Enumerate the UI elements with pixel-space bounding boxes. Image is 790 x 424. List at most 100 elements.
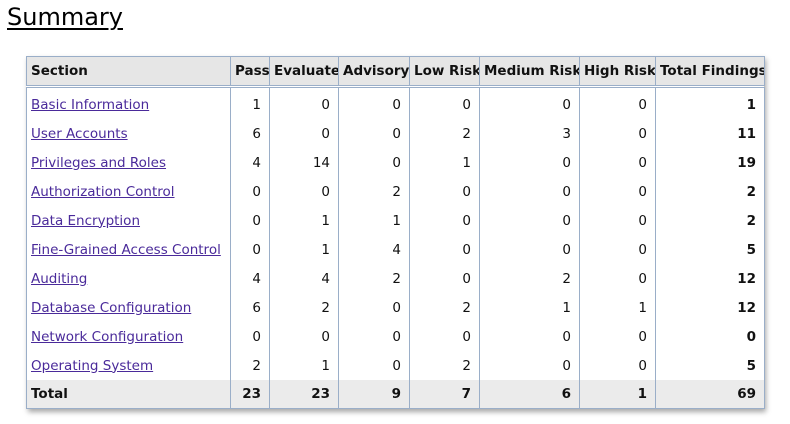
cell-high-risk: 0	[579, 177, 656, 206]
table-row: User Accounts 6 0 0 2 3 0 11	[26, 119, 765, 148]
cell-low-risk: 0	[409, 206, 480, 235]
cell-total-findings: 5	[655, 235, 765, 264]
section-link[interactable]: Privileges and Roles	[31, 154, 167, 171]
table-row: Authorization Control 0 0 2 0 0 0 2	[26, 177, 765, 206]
cell-medium-risk: 0	[479, 235, 580, 264]
cell-total-findings: 1	[655, 86, 765, 119]
cell-high-risk: 0	[579, 322, 656, 351]
cell-evaluate: 2	[269, 293, 339, 322]
cell-section: Database Configuration	[26, 293, 231, 322]
section-link[interactable]: Network Configuration	[31, 328, 184, 345]
cell-high-risk: 0	[579, 206, 656, 235]
cell-total-findings: 19	[655, 148, 765, 177]
cell-evaluate: 0	[269, 119, 339, 148]
cell-high-risk: 0	[579, 86, 656, 119]
column-header-section: Section	[26, 56, 231, 88]
table-row: Basic Information 1 0 0 0 0 0 1	[26, 86, 765, 119]
cell-low-risk: 0	[409, 177, 480, 206]
cell-pass: 0	[230, 206, 270, 235]
total-medium-risk: 6	[479, 380, 580, 409]
column-header-evaluate: Evaluate	[269, 56, 339, 88]
cell-pass: 4	[230, 148, 270, 177]
cell-pass: 1	[230, 86, 270, 119]
column-header-advisory: Advisory	[338, 56, 410, 88]
total-advisory: 9	[338, 380, 410, 409]
cell-advisory: 4	[338, 235, 410, 264]
section-link[interactable]: User Accounts	[31, 125, 128, 142]
cell-low-risk: 0	[409, 322, 480, 351]
section-link[interactable]: Authorization Control	[31, 183, 175, 200]
cell-pass: 0	[230, 235, 270, 264]
total-low-risk: 7	[409, 380, 480, 409]
table-row: Data Encryption 0 1 1 0 0 0 2	[26, 206, 765, 235]
cell-section: Fine-Grained Access Control	[26, 235, 231, 264]
summary-table-container: Section Pass Evaluate Advisory Low Risk …	[26, 56, 765, 409]
cell-medium-risk: 0	[479, 177, 580, 206]
cell-evaluate: 4	[269, 264, 339, 293]
total-evaluate: 23	[269, 380, 339, 409]
cell-medium-risk: 0	[479, 351, 580, 380]
cell-medium-risk: 0	[479, 86, 580, 119]
cell-high-risk: 0	[579, 264, 656, 293]
cell-low-risk: 0	[409, 86, 480, 119]
table-row: Fine-Grained Access Control 0 1 4 0 0 0 5	[26, 235, 765, 264]
cell-total-findings: 12	[655, 293, 765, 322]
cell-pass: 6	[230, 293, 270, 322]
section-link[interactable]: Basic Information	[31, 96, 150, 113]
total-pass: 23	[230, 380, 270, 409]
column-header-pass: Pass	[230, 56, 270, 88]
cell-section: Data Encryption	[26, 206, 231, 235]
cell-total-findings: 11	[655, 119, 765, 148]
section-link[interactable]: Fine-Grained Access Control	[31, 241, 221, 258]
table-row: Privileges and Roles 4 14 0 1 0 0 19	[26, 148, 765, 177]
column-header-total-findings: Total Findings	[655, 56, 765, 88]
cell-low-risk: 2	[409, 119, 480, 148]
total-high-risk: 1	[579, 380, 656, 409]
cell-section: User Accounts	[26, 119, 231, 148]
cell-total-findings: 2	[655, 177, 765, 206]
table-body: Basic Information 1 0 0 0 0 0 1 User Accounts 6 0 0…	[26, 86, 765, 380]
cell-total-findings: 2	[655, 206, 765, 235]
section-link[interactable]: Auditing	[31, 270, 88, 287]
cell-low-risk: 1	[409, 148, 480, 177]
cell-medium-risk: 1	[479, 293, 580, 322]
cell-medium-risk: 0	[479, 148, 580, 177]
cell-section: Network Configuration	[26, 322, 231, 351]
cell-evaluate: 0	[269, 322, 339, 351]
cell-evaluate: 14	[269, 148, 339, 177]
cell-pass: 4	[230, 264, 270, 293]
cell-advisory: 0	[338, 119, 410, 148]
cell-medium-risk: 2	[479, 264, 580, 293]
cell-pass: 2	[230, 351, 270, 380]
cell-advisory: 0	[338, 86, 410, 119]
cell-pass: 0	[230, 177, 270, 206]
cell-section: Operating System	[26, 351, 231, 380]
table-row: Operating System 2 1 0 2 0 0 5	[26, 351, 765, 380]
cell-advisory: 2	[338, 177, 410, 206]
section-link[interactable]: Data Encryption	[31, 212, 141, 229]
cell-evaluate: 0	[269, 86, 339, 119]
table-header-row: Section Pass Evaluate Advisory Low Risk …	[26, 56, 765, 88]
cell-section: Basic Information	[26, 86, 231, 119]
cell-section: Auditing	[26, 264, 231, 293]
cell-high-risk: 0	[579, 119, 656, 148]
section-link[interactable]: Database Configuration	[31, 299, 192, 316]
cell-low-risk: 2	[409, 351, 480, 380]
cell-low-risk: 2	[409, 293, 480, 322]
table-total-row: Total 23 23 9 7 6 1 69	[26, 380, 765, 409]
table-row: Auditing 4 4 2 0 2 0 12	[26, 264, 765, 293]
cell-section: Authorization Control	[26, 177, 231, 206]
cell-high-risk: 0	[579, 351, 656, 380]
cell-medium-risk: 3	[479, 119, 580, 148]
cell-high-risk: 0	[579, 235, 656, 264]
cell-pass: 0	[230, 322, 270, 351]
cell-medium-risk: 0	[479, 322, 580, 351]
section-link[interactable]: Operating System	[31, 357, 154, 374]
cell-evaluate: 1	[269, 235, 339, 264]
column-header-low-risk: Low Risk	[409, 56, 480, 88]
cell-pass: 6	[230, 119, 270, 148]
cell-section: Privileges and Roles	[26, 148, 231, 177]
cell-advisory: 1	[338, 206, 410, 235]
cell-advisory: 0	[338, 148, 410, 177]
total-label: Total	[26, 380, 231, 409]
